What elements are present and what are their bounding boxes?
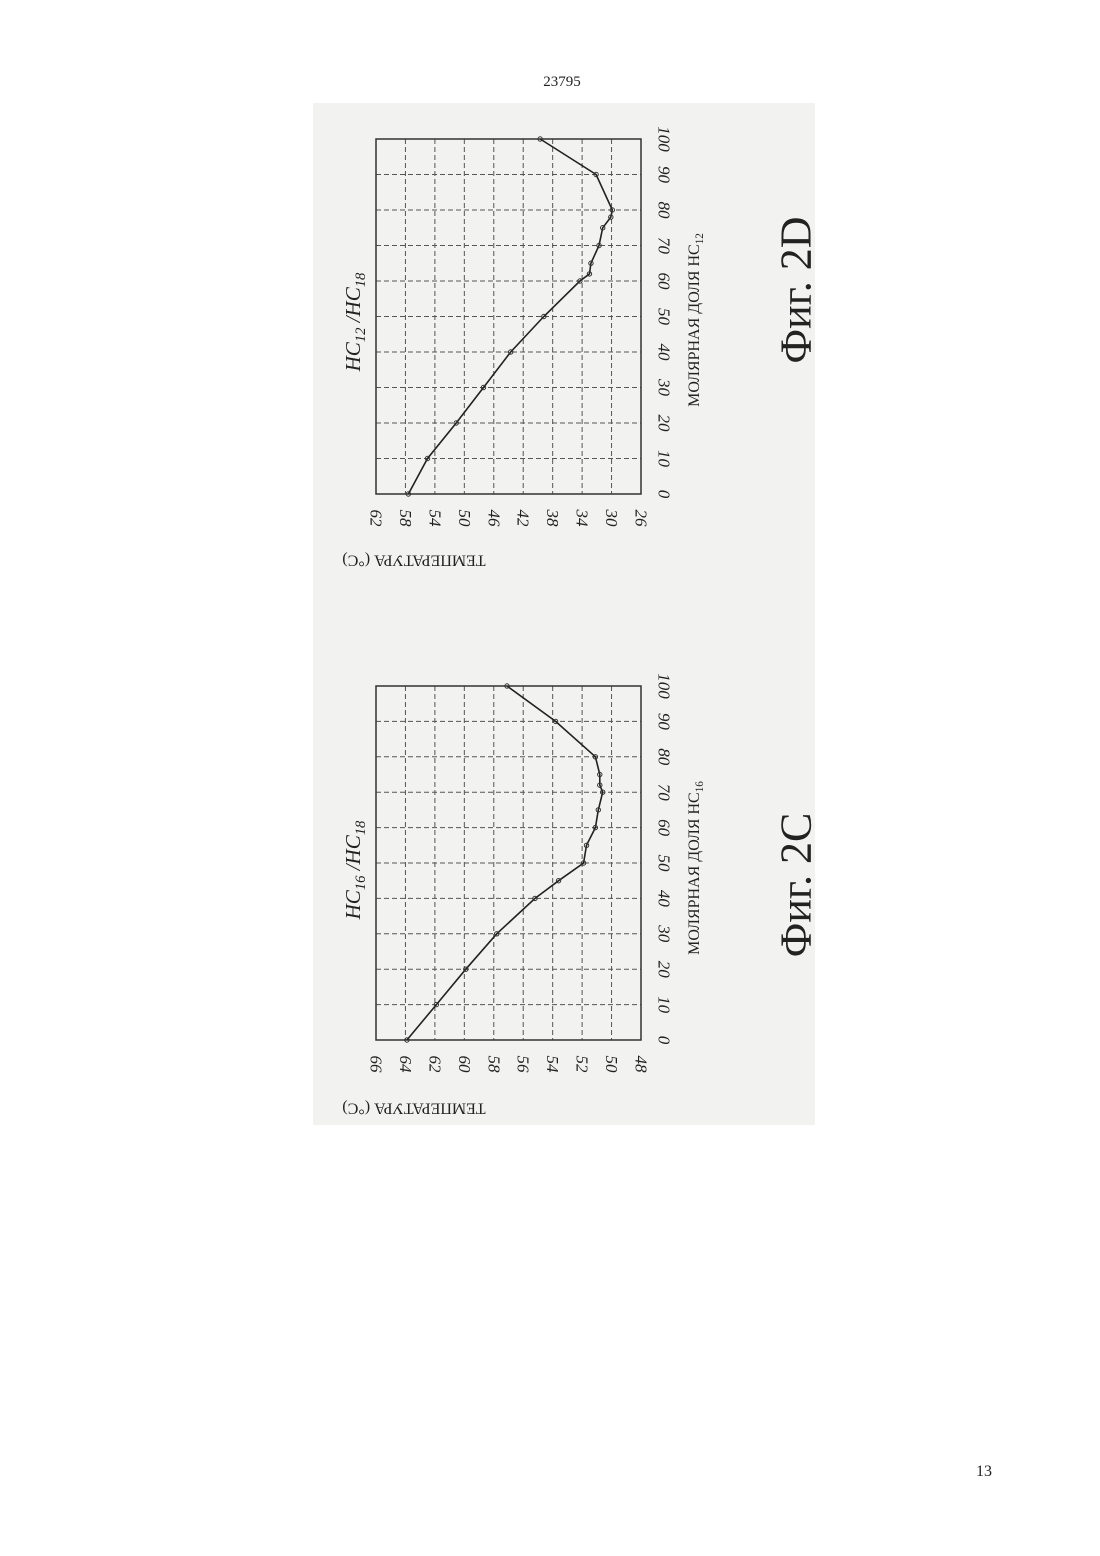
chart-2c: 0 10 20 30 40 50 60 70 80 90 100 66 64 62 60 58 56 54 52 50… xyxy=(341,673,815,1116)
x-tick-label: 80 xyxy=(655,748,674,766)
x-tick-label: 10 xyxy=(655,450,674,468)
x-tick-label: 40 xyxy=(655,344,674,362)
y-tick-label: 42 xyxy=(514,510,533,528)
y-tick-label: 46 xyxy=(484,510,503,528)
chart-2d: 0 10 20 30 40 50 60 70 80 90 100 62 58 54 50 46 42 38 34 30… xyxy=(341,126,815,568)
x-tick-label: 50 xyxy=(655,855,674,873)
page-number: 13 xyxy=(976,1463,992,1481)
x-axis-label: МОЛЯРНАЯ ДОЛЯ НС12 xyxy=(686,233,707,407)
x-tick-label: 60 xyxy=(655,819,674,837)
x-tick-label: 40 xyxy=(655,890,674,908)
y-tick-label: 64 xyxy=(396,1056,415,1074)
x-tick-label: 20 xyxy=(655,961,674,979)
system-label: HC16 /HC18 xyxy=(341,820,369,920)
figure-title: Фиг. 2С xyxy=(772,813,816,958)
figures-canvas: 0102030405060708090100666462605856545250… xyxy=(313,103,815,1125)
y-tick-label: 56 xyxy=(514,1056,533,1074)
y-tick-label: 62 xyxy=(367,510,386,528)
x-tick-label: 60 xyxy=(655,273,674,291)
x-tick-label: 90 xyxy=(655,713,674,731)
x-tick-label: 70 xyxy=(655,237,674,255)
y-tick-label: 58 xyxy=(484,1056,503,1074)
y-tick-label: 54 xyxy=(425,510,444,528)
x-tick-label: 90 xyxy=(655,166,674,184)
x-axis-label: МОЛЯРНАЯ ДОЛЯ НС16 xyxy=(686,781,707,955)
x-tick-label: 100 xyxy=(655,673,674,699)
x-tick-label: 0 xyxy=(655,1036,674,1045)
x-tick-label: 20 xyxy=(655,415,674,433)
y-tick-label: 48 xyxy=(632,1056,651,1074)
y-tick-label: 52 xyxy=(573,1056,592,1074)
y-tick-label: 54 xyxy=(543,1056,562,1074)
document-number: 23795 xyxy=(0,74,1100,91)
x-tick-label: 70 xyxy=(655,784,674,802)
figure-title: Фиг. 2D xyxy=(772,216,816,363)
y-tick-label: 66 xyxy=(367,1056,386,1074)
y-tick-label: 50 xyxy=(602,1056,621,1074)
y-tick-label: 38 xyxy=(543,509,562,528)
y-tick-label: 30 xyxy=(602,509,621,528)
y-tick-label: 60 xyxy=(455,1056,474,1074)
y-tick-label: 34 xyxy=(573,509,592,528)
y-tick-label: 62 xyxy=(425,1056,444,1074)
y-tick-label: 26 xyxy=(632,510,651,528)
y-tick-label: 58 xyxy=(396,510,415,528)
y-tick-label: 50 xyxy=(455,510,474,528)
x-tick-label: 30 xyxy=(655,378,674,397)
x-tick-label: 0 xyxy=(655,490,674,499)
y-axis-label: ТЕМПЕРАТУРА (°С) xyxy=(342,552,485,569)
y-axis-label: ТЕМПЕРАТУРА (°С) xyxy=(342,1100,485,1117)
x-tick-label: 50 xyxy=(655,308,674,326)
x-tick-label: 10 xyxy=(655,996,674,1014)
x-tick-label: 30 xyxy=(655,924,674,943)
x-tick-label: 100 xyxy=(655,126,674,152)
system-label: HC12 /HC18 xyxy=(341,272,369,372)
x-tick-label: 80 xyxy=(655,202,674,220)
